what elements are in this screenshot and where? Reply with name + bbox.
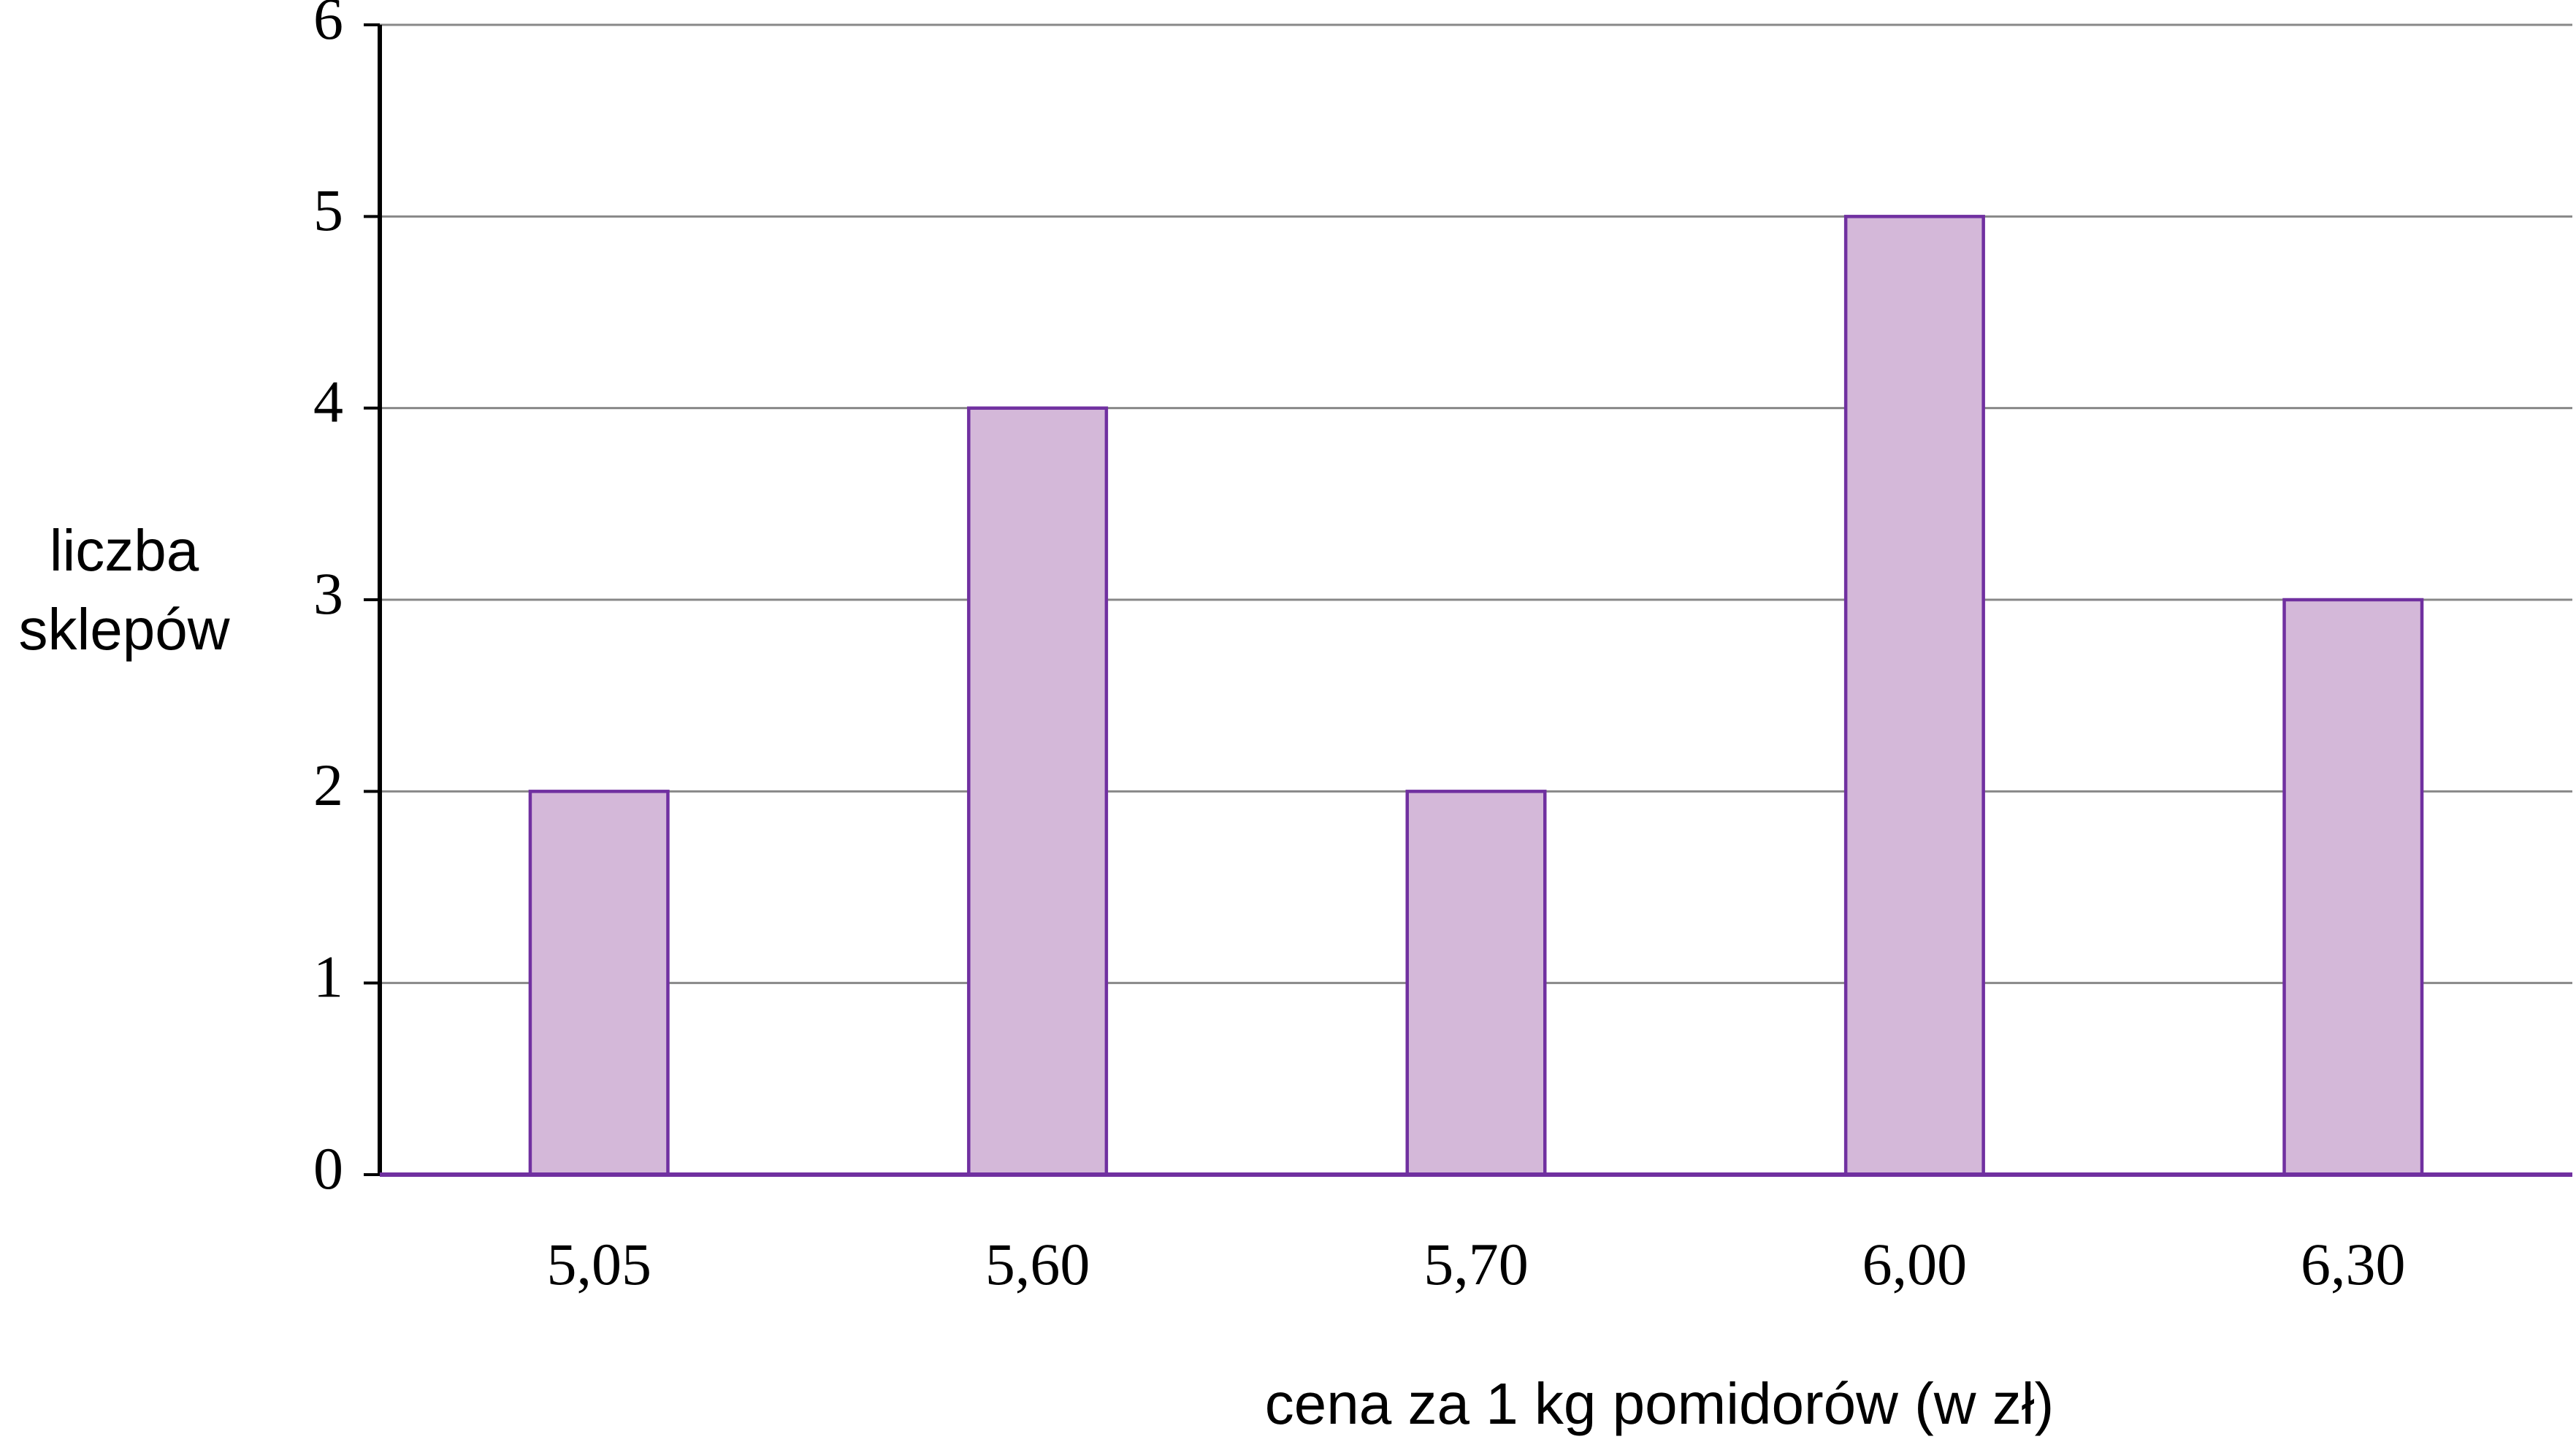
x-tick-label: 6,00 bbox=[1862, 1231, 1968, 1297]
x-tick-label: 6,30 bbox=[2301, 1231, 2406, 1297]
y-axis-title: liczba sklepów bbox=[18, 518, 230, 662]
y-tick-label: 5 bbox=[313, 177, 343, 243]
x-tick-label: 5,70 bbox=[1423, 1231, 1529, 1297]
y-tick-label: 1 bbox=[313, 943, 343, 1010]
y-tick-label: 6 bbox=[313, 0, 343, 52]
bar bbox=[1843, 215, 1985, 1177]
y-tick-label: 2 bbox=[313, 752, 343, 818]
x-tick-label: 5,60 bbox=[985, 1231, 1090, 1297]
y-tick-label: 4 bbox=[313, 368, 343, 435]
bar bbox=[2282, 598, 2424, 1177]
x-axis-title: cena za 1 kg pomidorów (w zł) bbox=[1265, 1371, 2054, 1436]
bar bbox=[967, 406, 1109, 1177]
y-tick-label: 0 bbox=[313, 1135, 343, 1202]
bar bbox=[1405, 790, 1547, 1177]
bar bbox=[528, 790, 670, 1177]
y-tick-label: 3 bbox=[313, 560, 343, 627]
x-tick-label: 5,05 bbox=[546, 1231, 651, 1297]
